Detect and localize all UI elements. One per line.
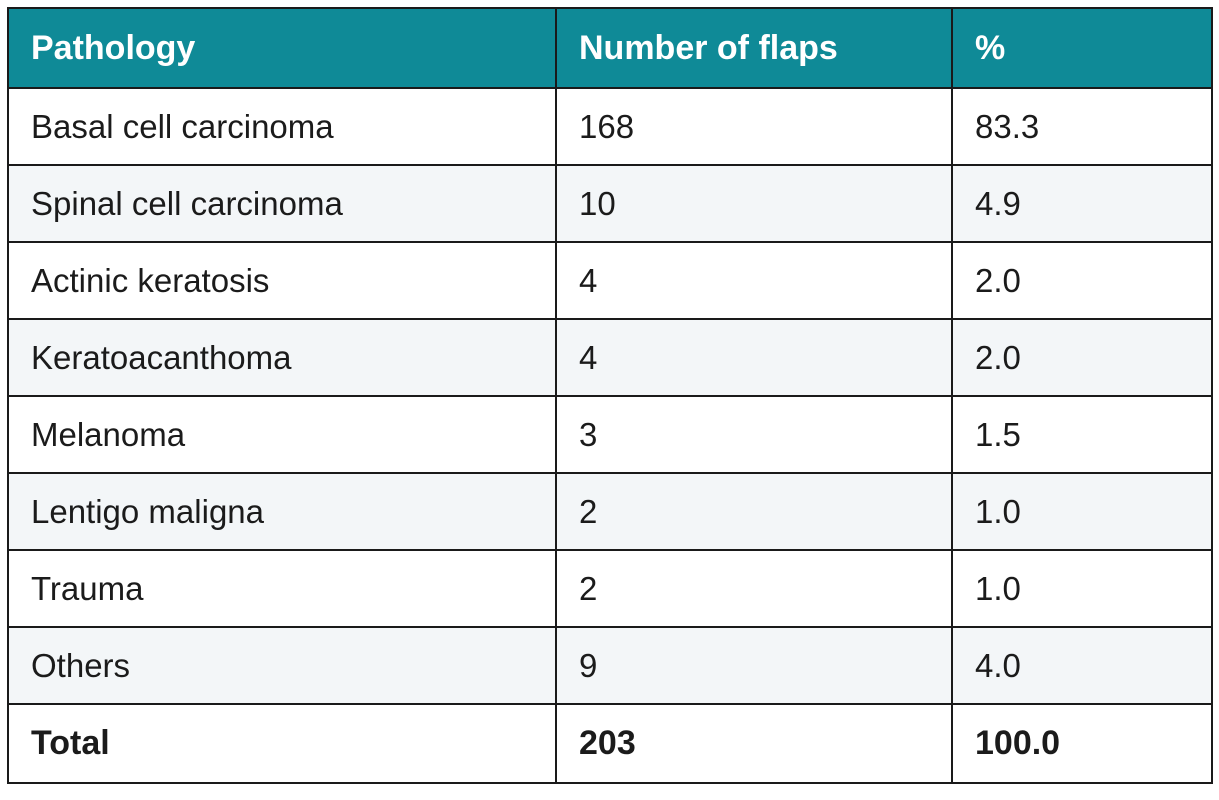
cell-percent: 83.3: [951, 87, 1213, 166]
cell-number-of-flaps: 3: [555, 395, 953, 474]
total-number-of-flaps: 203: [555, 703, 953, 784]
table-row: Lentigo maligna 2 1.0: [7, 472, 1213, 551]
cell-percent: 2.0: [951, 318, 1213, 397]
cell-percent: 1.0: [951, 549, 1213, 628]
pathology-table: Pathology Number of flaps % Basal cell c…: [7, 7, 1213, 784]
table-row: Basal cell carcinoma 168 83.3: [7, 87, 1213, 166]
cell-pathology: Basal cell carcinoma: [7, 87, 557, 166]
cell-percent: 1.5: [951, 395, 1213, 474]
header-number-of-flaps: Number of flaps: [555, 7, 953, 89]
cell-pathology: Melanoma: [7, 395, 557, 474]
cell-number-of-flaps: 2: [555, 549, 953, 628]
header-row: Pathology Number of flaps %: [7, 7, 1213, 89]
total-label: Total: [7, 703, 557, 784]
cell-percent: 2.0: [951, 241, 1213, 320]
cell-pathology: Lentigo maligna: [7, 472, 557, 551]
cell-pathology: Keratoacanthoma: [7, 318, 557, 397]
header-percent: %: [951, 7, 1213, 89]
header-pathology: Pathology: [7, 7, 557, 89]
pathology-table-container: Pathology Number of flaps % Basal cell c…: [7, 7, 1213, 784]
total-percent: 100.0: [951, 703, 1213, 784]
cell-number-of-flaps: 9: [555, 626, 953, 705]
table-row: Others 9 4.0: [7, 626, 1213, 705]
cell-pathology: Spinal cell carcinoma: [7, 164, 557, 243]
table-row: Trauma 2 1.0: [7, 549, 1213, 628]
cell-pathology: Trauma: [7, 549, 557, 628]
cell-number-of-flaps: 4: [555, 318, 953, 397]
cell-percent: 1.0: [951, 472, 1213, 551]
table-row: Actinic keratosis 4 2.0: [7, 241, 1213, 320]
cell-number-of-flaps: 2: [555, 472, 953, 551]
table-header: Pathology Number of flaps %: [7, 7, 1213, 89]
cell-pathology: Actinic keratosis: [7, 241, 557, 320]
total-row: Total 203 100.0: [7, 703, 1213, 784]
cell-percent: 4.9: [951, 164, 1213, 243]
cell-pathology: Others: [7, 626, 557, 705]
table-body: Basal cell carcinoma 168 83.3 Spinal cel…: [7, 87, 1213, 784]
table-row: Spinal cell carcinoma 10 4.9: [7, 164, 1213, 243]
cell-number-of-flaps: 10: [555, 164, 953, 243]
cell-number-of-flaps: 4: [555, 241, 953, 320]
cell-percent: 4.0: [951, 626, 1213, 705]
cell-number-of-flaps: 168: [555, 87, 953, 166]
table-row: Keratoacanthoma 4 2.0: [7, 318, 1213, 397]
table-row: Melanoma 3 1.5: [7, 395, 1213, 474]
